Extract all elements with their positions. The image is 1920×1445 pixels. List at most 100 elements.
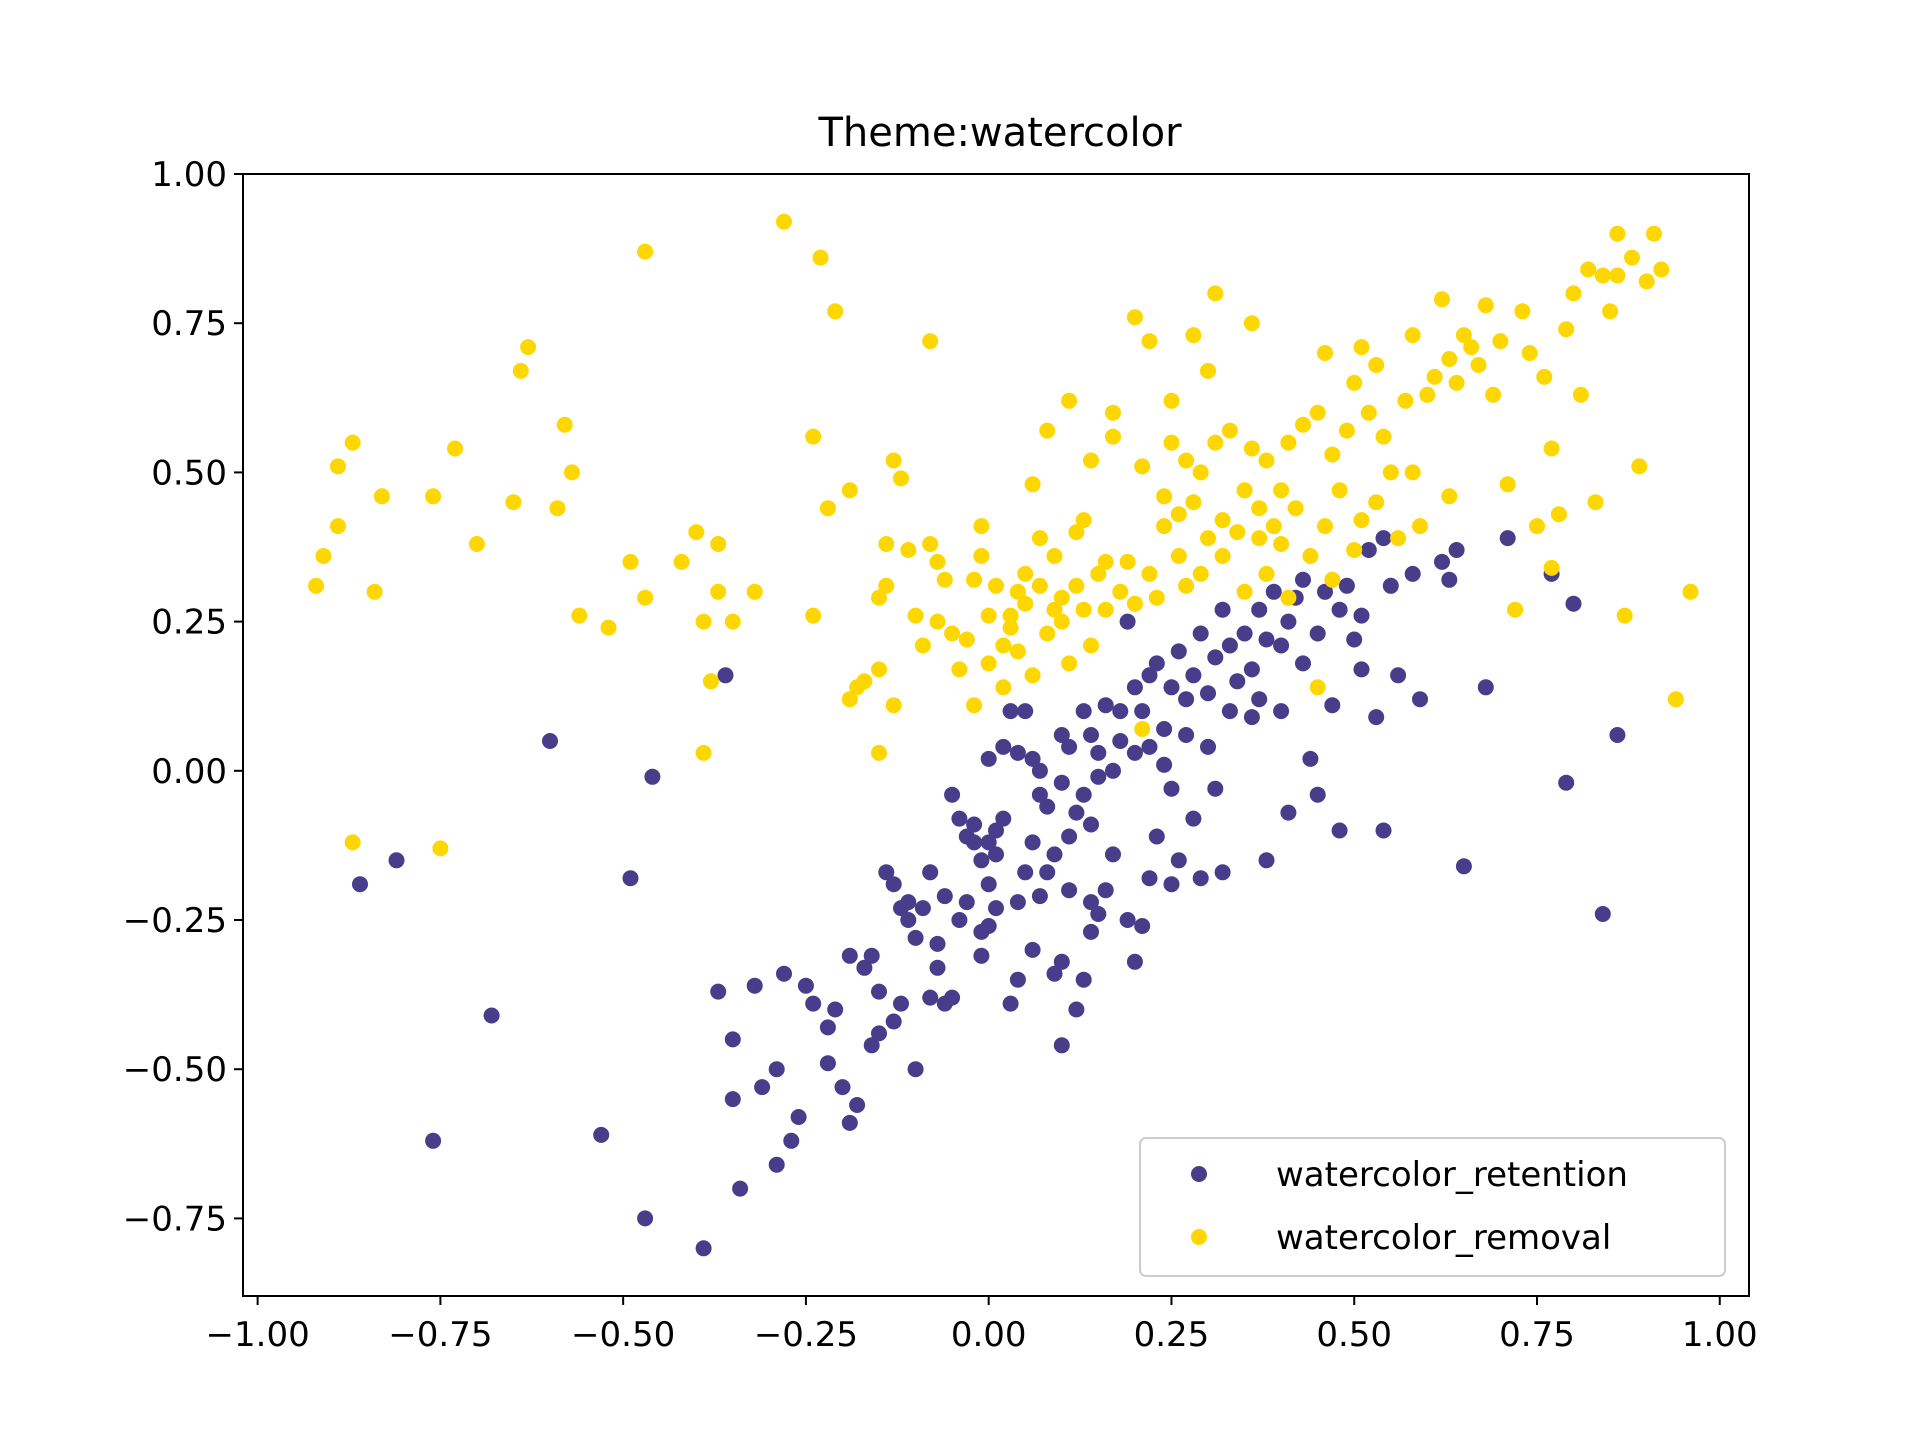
- data-point: [1017, 703, 1034, 720]
- data-point: [1185, 494, 1202, 511]
- data-point: [1287, 500, 1304, 517]
- data-point: [1258, 852, 1275, 869]
- data-point: [922, 989, 939, 1006]
- data-point: [1229, 673, 1246, 690]
- data-point: [1126, 744, 1143, 761]
- data-point: [1558, 321, 1575, 338]
- x-axis: −1.00 −0.75 −0.50 −0.25 0.00 0.25 0.50 0.75 1.00: [206, 1296, 1758, 1355]
- data-point: [988, 577, 1004, 594]
- data-point: [1207, 434, 1224, 451]
- y-tick-label: 0.00: [151, 752, 227, 792]
- data-point: [1134, 721, 1151, 737]
- data-point: [330, 458, 346, 475]
- data-point: [1126, 595, 1143, 612]
- data-point: [1543, 440, 1560, 457]
- data-point: [1404, 464, 1421, 481]
- data-point: [1587, 494, 1604, 511]
- data-point: [1083, 727, 1099, 743]
- data-point: [1243, 661, 1260, 678]
- data-point: [1068, 804, 1085, 821]
- data-point: [1682, 583, 1699, 600]
- data-point: [1492, 333, 1509, 350]
- data-point: [1353, 607, 1370, 624]
- data-point: [1141, 738, 1158, 755]
- data-point: [878, 577, 895, 594]
- data-point: [1090, 744, 1107, 761]
- data-point: [907, 929, 924, 946]
- legend-label-removal: watercolor_removal: [1276, 1218, 1611, 1258]
- data-point: [1075, 703, 1092, 720]
- data-point: [1053, 613, 1070, 630]
- data-point: [995, 738, 1012, 755]
- data-point: [834, 1079, 851, 1096]
- data-point: [900, 912, 917, 928]
- data-point: [885, 452, 902, 469]
- data-point: [922, 864, 939, 881]
- data-point: [1119, 553, 1136, 570]
- data-point: [1346, 542, 1363, 558]
- data-point: [1667, 691, 1684, 708]
- data-point: [1192, 625, 1209, 642]
- data-point: [1031, 888, 1048, 905]
- x-tick-label: −0.25: [754, 1315, 858, 1355]
- data-point: [1302, 750, 1319, 767]
- data-point: [1075, 786, 1092, 803]
- data-point: [710, 536, 727, 552]
- data-point: [1097, 601, 1114, 618]
- data-point: [717, 667, 734, 684]
- legend-label-retention: watercolor_retention: [1276, 1155, 1628, 1195]
- data-point: [951, 912, 968, 928]
- data-point: [754, 1079, 771, 1096]
- data-point: [1390, 530, 1407, 547]
- data-point: [900, 542, 917, 558]
- data-point: [776, 213, 792, 230]
- data-point: [1317, 518, 1333, 535]
- data-point: [1309, 679, 1326, 696]
- data-point: [841, 1114, 858, 1131]
- data-point: [1141, 870, 1158, 887]
- data-point: [1309, 404, 1326, 421]
- y-tick-label: −0.75: [123, 1199, 227, 1239]
- data-point: [893, 995, 909, 1012]
- y-tick-label: 0.75: [151, 304, 227, 344]
- data-point: [1090, 906, 1107, 922]
- data-point: [1295, 571, 1311, 588]
- data-point: [1646, 225, 1662, 242]
- data-point: [1295, 655, 1311, 672]
- data-point: [315, 548, 332, 564]
- data-point: [936, 571, 953, 588]
- data-point: [710, 583, 727, 600]
- data-point: [1273, 482, 1290, 499]
- data-point: [929, 553, 946, 570]
- data-point: [1594, 906, 1611, 922]
- data-point: [1485, 386, 1502, 403]
- data-point: [1024, 834, 1041, 851]
- data-point: [1046, 846, 1063, 863]
- data-point: [1170, 506, 1187, 523]
- data-point: [308, 577, 325, 594]
- data-point: [841, 482, 858, 499]
- data-point: [944, 625, 961, 642]
- data-point: [1061, 882, 1078, 899]
- data-point: [914, 900, 931, 917]
- data-point: [1441, 488, 1458, 505]
- data-point: [958, 894, 975, 911]
- data-point: [1280, 434, 1297, 451]
- data-point: [1002, 607, 1019, 624]
- data-point: [1083, 816, 1099, 833]
- data-point: [1221, 422, 1238, 439]
- data-point: [1434, 291, 1450, 308]
- data-point: [1024, 667, 1041, 684]
- data-point: [1105, 846, 1121, 863]
- data-point: [1002, 703, 1019, 720]
- data-point: [863, 947, 880, 964]
- data-point: [944, 786, 961, 803]
- data-point: [1009, 971, 1026, 988]
- data-point: [871, 661, 887, 678]
- data-point: [1053, 589, 1070, 606]
- data-point: [1148, 655, 1165, 672]
- data-point: [827, 303, 844, 320]
- data-point: [1031, 786, 1048, 803]
- data-point: [1185, 667, 1202, 684]
- data-point: [512, 362, 529, 379]
